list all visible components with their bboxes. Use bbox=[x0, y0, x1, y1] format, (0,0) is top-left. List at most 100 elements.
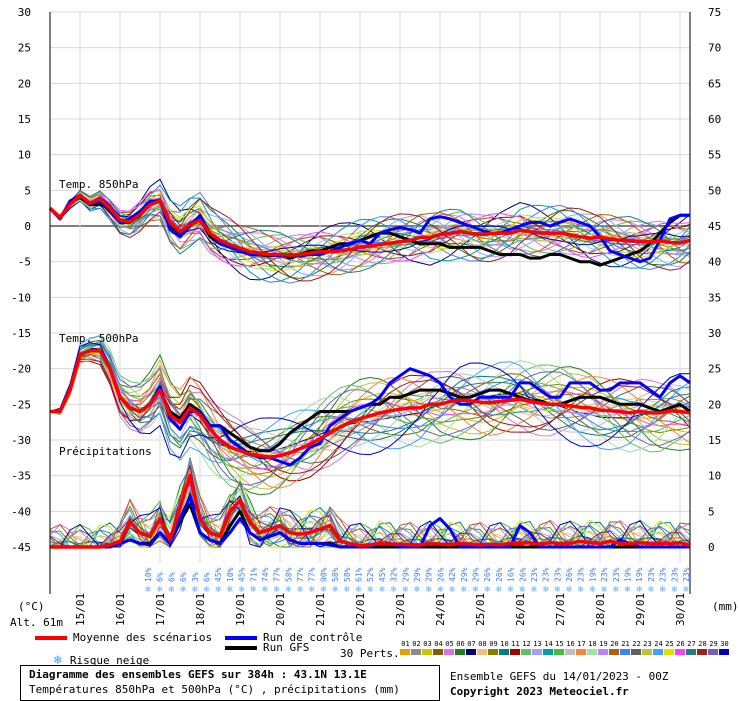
member-legend-item: 13 bbox=[532, 640, 543, 655]
snow-risk-pct: 52% bbox=[366, 567, 375, 582]
member-legend-item: 25 bbox=[664, 640, 675, 655]
member-swatch bbox=[455, 649, 465, 655]
left-tick-label: 10 bbox=[18, 149, 31, 162]
member-swatch bbox=[708, 649, 718, 655]
snow-risk-pct: 29% bbox=[413, 567, 422, 582]
snow-risk-pct: 74% bbox=[261, 567, 270, 582]
snow-risk-pct: 29% bbox=[425, 567, 434, 582]
right-tick-label: 70 bbox=[708, 42, 721, 55]
snowflake-icon: ❄ bbox=[473, 585, 479, 595]
date-label: 26/01 bbox=[514, 593, 527, 626]
snowflake-icon: ❄ bbox=[227, 585, 233, 595]
snowflake-icon: ❄ bbox=[215, 585, 221, 595]
legend-control-swatch bbox=[225, 636, 257, 640]
snowflake-icon: ❄ bbox=[169, 585, 175, 595]
legend-gfs-label: Run GFS bbox=[263, 641, 310, 654]
snowflake-icon: ❄ bbox=[531, 585, 537, 595]
date-label: 27/01 bbox=[554, 593, 567, 626]
member-swatch bbox=[719, 649, 729, 655]
snow-risk-pct: 26% bbox=[565, 567, 574, 582]
date-label: 21/01 bbox=[314, 593, 327, 626]
plot-background bbox=[50, 12, 690, 594]
right-tick-label: 45 bbox=[708, 220, 721, 233]
member-line-precip bbox=[50, 492, 691, 549]
snowflake-icon: ❄ bbox=[368, 585, 374, 595]
member-legend: 01 02 03 04 05 06 07 08 09 10 11 12 13 14 15 16 17 18 19 20… bbox=[400, 640, 730, 660]
member-legend-item: 18 bbox=[587, 640, 598, 655]
snowflake-icon: ❄ bbox=[145, 585, 151, 595]
snowflake-icon: ❄ bbox=[321, 585, 327, 595]
member-legend-item: 26 bbox=[675, 640, 686, 655]
snowflake-icon: ❄ bbox=[251, 585, 257, 595]
member-number: 02 bbox=[412, 640, 421, 648]
member-line-500 bbox=[49, 343, 691, 486]
left-tick-label: -35 bbox=[11, 470, 31, 483]
date-label: 19/01 bbox=[234, 593, 247, 626]
date-label: 29/01 bbox=[634, 593, 647, 626]
member-number: 28 bbox=[698, 640, 707, 648]
snow-risk-pct: 23% bbox=[553, 567, 562, 582]
member-swatch bbox=[697, 649, 707, 655]
date-label: 24/01 bbox=[434, 593, 447, 626]
legend-mean: Moyenne des scénarios bbox=[35, 631, 212, 644]
snow-risk-pct: 90% bbox=[319, 567, 328, 582]
member-legend-item: 03 bbox=[422, 640, 433, 655]
member-swatch bbox=[422, 649, 432, 655]
snowflake-icon: ❄ bbox=[414, 585, 420, 595]
snow-risk-pct: 23% bbox=[530, 567, 539, 582]
snow-risk-pct: 58% bbox=[343, 567, 352, 582]
legend-control-label: Run de contrôle bbox=[263, 631, 363, 644]
member-swatch bbox=[686, 649, 696, 655]
legend-gfs-swatch bbox=[225, 646, 257, 650]
snow-risk-pct: 29% bbox=[401, 567, 410, 582]
member-number: 29 bbox=[709, 640, 718, 648]
member-number: 25 bbox=[665, 640, 674, 648]
snow-risk-pct: 77% bbox=[308, 567, 317, 582]
snowflake-icon: ❄ bbox=[403, 585, 409, 595]
member-number: 01 bbox=[401, 640, 410, 648]
member-number: 09 bbox=[489, 640, 498, 648]
snowflake-icon: ❄ bbox=[239, 585, 245, 595]
snowflake-icon: ❄ bbox=[508, 585, 514, 595]
left-tick-label: -25 bbox=[11, 398, 31, 411]
snow-risk-pct: 23% bbox=[600, 567, 609, 582]
left-tick-label: 30 bbox=[18, 6, 31, 19]
member-number: 05 bbox=[445, 640, 454, 648]
legend-mean-swatch bbox=[35, 636, 67, 640]
member-swatch bbox=[631, 649, 641, 655]
member-legend-item: 20 bbox=[609, 640, 620, 655]
snowflake-icon: ❄ bbox=[426, 585, 432, 595]
member-legend-item: 24 bbox=[653, 640, 664, 655]
right-tick-label: 20 bbox=[708, 398, 721, 411]
member-number: 30 bbox=[720, 640, 729, 648]
snow-risk-pct: 45% bbox=[238, 567, 247, 582]
member-legend-item: 10 bbox=[499, 640, 510, 655]
member-legend-item: 06 bbox=[455, 640, 466, 655]
member-legend-item: 29 bbox=[708, 640, 719, 655]
member-swatch bbox=[664, 649, 674, 655]
snowflake-icon: ❄ bbox=[625, 585, 631, 595]
member-line-850 bbox=[49, 192, 691, 277]
member-number: 03 bbox=[423, 640, 432, 648]
right-tick-label: 40 bbox=[708, 256, 721, 269]
right-tick-label: 30 bbox=[708, 327, 721, 340]
member-swatch bbox=[620, 649, 630, 655]
snowflake-icon: ❄ bbox=[566, 585, 572, 595]
left-tick-label: 15 bbox=[18, 113, 31, 126]
snow-risk-pct: 16% bbox=[507, 567, 516, 582]
snowflake-icon: ❄ bbox=[484, 585, 490, 595]
snow-risk-pct: 3% bbox=[191, 572, 200, 582]
member-swatch bbox=[521, 649, 531, 655]
date-label: 18/01 bbox=[194, 593, 207, 626]
member-swatch bbox=[598, 649, 608, 655]
member-swatch bbox=[576, 649, 586, 655]
member-swatch bbox=[411, 649, 421, 655]
member-swatch bbox=[488, 649, 498, 655]
snow-risk-pct: 26% bbox=[483, 567, 492, 582]
left-tick-label: -5 bbox=[18, 256, 31, 269]
snow-risk-pct: 32% bbox=[390, 567, 399, 582]
member-number: 17 bbox=[577, 640, 586, 648]
member-legend-item: 22 bbox=[631, 640, 642, 655]
member-swatch bbox=[477, 649, 487, 655]
snowflake-icon: ❄ bbox=[555, 585, 561, 595]
